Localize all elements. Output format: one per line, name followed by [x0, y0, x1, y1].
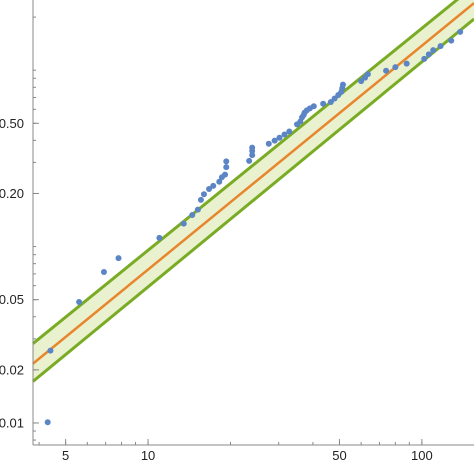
- data-point: [392, 64, 399, 71]
- data-point: [364, 71, 371, 78]
- x-tick-label: 10: [141, 448, 155, 463]
- data-point: [44, 419, 51, 426]
- band-upper-line: [32, 0, 460, 345]
- data-point: [210, 182, 217, 189]
- y-tick-label: 0.20: [0, 186, 24, 201]
- data-point: [310, 103, 317, 110]
- data-point: [448, 37, 455, 44]
- data-point: [358, 78, 365, 85]
- y-tick-label: 0.02: [0, 362, 24, 377]
- data-point: [320, 100, 327, 107]
- confidence-band-fill: [33, 0, 474, 382]
- data-points-layer: [44, 28, 464, 426]
- data-point: [194, 206, 201, 213]
- data-point: [281, 131, 288, 138]
- data-point: [430, 47, 437, 54]
- data-point: [47, 347, 54, 354]
- y-tick-label: 0.50: [0, 116, 24, 131]
- data-point: [222, 171, 229, 178]
- data-point: [156, 234, 163, 241]
- data-point: [457, 28, 464, 35]
- data-point: [200, 191, 207, 198]
- data-point: [339, 81, 346, 88]
- x-tick-label: 5: [62, 448, 69, 463]
- data-point: [403, 60, 410, 67]
- data-point: [216, 178, 223, 185]
- data-point: [206, 186, 213, 193]
- data-point: [180, 220, 187, 227]
- x-tick-label: 100: [411, 448, 433, 463]
- data-point: [223, 158, 230, 165]
- x-tick-label: 50: [332, 448, 346, 463]
- data-point: [437, 43, 444, 50]
- data-point: [265, 140, 272, 147]
- data-point: [189, 212, 196, 219]
- data-point: [249, 144, 256, 151]
- data-point: [223, 164, 230, 171]
- fit-line-layer: [32, 2, 474, 365]
- data-point: [76, 299, 83, 306]
- data-point: [327, 99, 334, 106]
- data-point: [276, 134, 283, 141]
- data-point: [425, 51, 432, 58]
- data-point: [421, 55, 428, 62]
- confidence-band-layer: [32, 0, 474, 383]
- y-tick-label: 0.05: [0, 292, 24, 307]
- fit-line: [32, 2, 474, 365]
- band-lower-line: [32, 17, 474, 383]
- data-point: [115, 255, 122, 262]
- y-tick-label: 0.01: [0, 415, 24, 430]
- data-point: [383, 67, 390, 74]
- data-point: [286, 128, 293, 135]
- data-point: [246, 157, 253, 164]
- data-point: [100, 268, 107, 275]
- data-point: [271, 137, 278, 144]
- data-point: [197, 196, 204, 203]
